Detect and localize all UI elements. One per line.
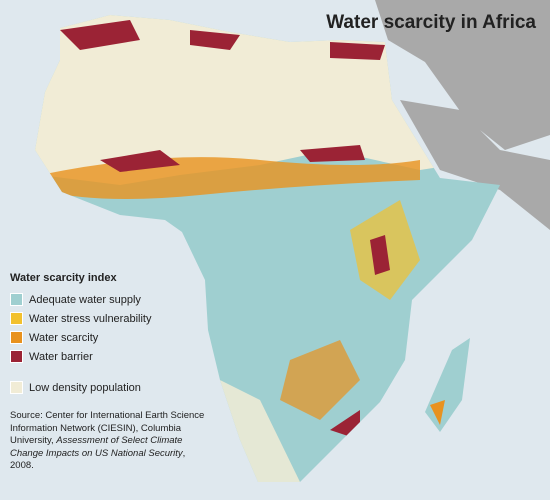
legend-item: Water stress vulnerability <box>10 309 151 328</box>
legend-title: Water scarcity index <box>10 272 117 284</box>
legend-swatch <box>10 350 23 363</box>
legend-item: Adequate water supply <box>10 290 151 309</box>
legend-label: Water stress vulnerability <box>29 312 152 325</box>
source-text: , 2008. <box>10 447 186 472</box>
legend-swatch <box>10 293 23 306</box>
legend-label: Water scarcity <box>29 331 99 344</box>
legend-label: Adequate water supply <box>29 293 141 306</box>
title: Water scarcity in Africa <box>326 12 536 33</box>
madagascar-patch <box>430 400 445 425</box>
source: Source: Center for International Earth S… <box>10 410 210 473</box>
legend-item: Water barrier <box>10 347 151 366</box>
madagascar <box>425 338 470 432</box>
other-land <box>330 0 550 230</box>
legend: Water scarcity index Adequate water supp… <box>10 272 151 397</box>
legend-swatch <box>10 331 23 344</box>
legend-item: Low density population <box>10 378 151 397</box>
legend-swatch <box>10 381 23 394</box>
legend-item: Water scarcity <box>10 328 151 347</box>
source-text: Source: Center for International Earth S… <box>10 410 205 446</box>
legend-label: Water barrier <box>29 350 93 363</box>
legend-swatch <box>10 312 23 325</box>
source-title: Assessment of Select Climate Change Impa… <box>10 435 183 459</box>
legend-label: Low density population <box>29 381 141 394</box>
